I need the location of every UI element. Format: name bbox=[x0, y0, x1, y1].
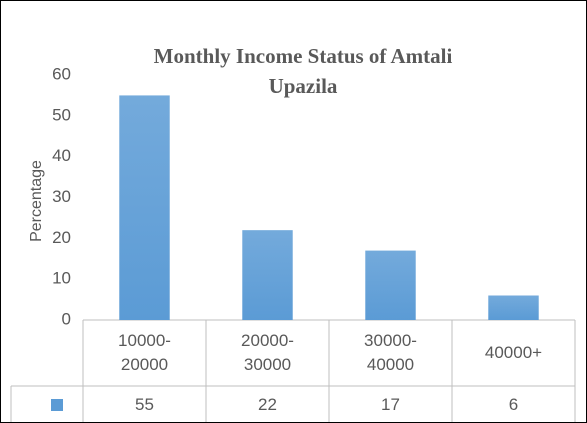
x-tick-label-text: 40000+ bbox=[484, 343, 543, 362]
data-label-text: 22 bbox=[258, 395, 277, 414]
x-tick-label: 30000-40000 bbox=[329, 320, 452, 386]
data-label-text: 6 bbox=[508, 395, 519, 414]
bar bbox=[365, 250, 416, 320]
x-tick-label: 10000-20000 bbox=[83, 320, 206, 386]
bar bbox=[119, 95, 170, 321]
y-axis-label: Percentage bbox=[28, 160, 45, 242]
x-tick-label: 20000-30000 bbox=[206, 320, 329, 386]
x-tick-label-text: 30000-40000 bbox=[364, 331, 417, 374]
y-tick-label: 40 bbox=[52, 146, 71, 165]
y-tick-label: 30 bbox=[52, 187, 71, 206]
y-tick-label: 20 bbox=[52, 228, 71, 247]
y-tick-label: 50 bbox=[52, 105, 71, 124]
data-label-text: 55 bbox=[135, 395, 154, 414]
data-label-text: 17 bbox=[381, 395, 400, 414]
chart-title: Monthly Income Status of Amtali Upazila bbox=[153, 44, 453, 98]
data-label: 55 bbox=[83, 386, 206, 422]
x-tick-label: 40000+ bbox=[452, 320, 575, 386]
data-label: 6 bbox=[452, 386, 575, 422]
legend-key bbox=[51, 399, 63, 411]
x-tick-label-text: 10000-20000 bbox=[118, 331, 171, 374]
bar bbox=[488, 295, 539, 320]
data-label: 22 bbox=[206, 386, 329, 422]
y-tick-label: 0 bbox=[62, 309, 71, 328]
y-tick-label: 10 bbox=[52, 269, 71, 288]
data-label: 17 bbox=[329, 386, 452, 422]
y-tick-label: 60 bbox=[52, 64, 71, 83]
x-tick-label-text: 20000-30000 bbox=[241, 331, 294, 374]
bar bbox=[242, 230, 293, 320]
